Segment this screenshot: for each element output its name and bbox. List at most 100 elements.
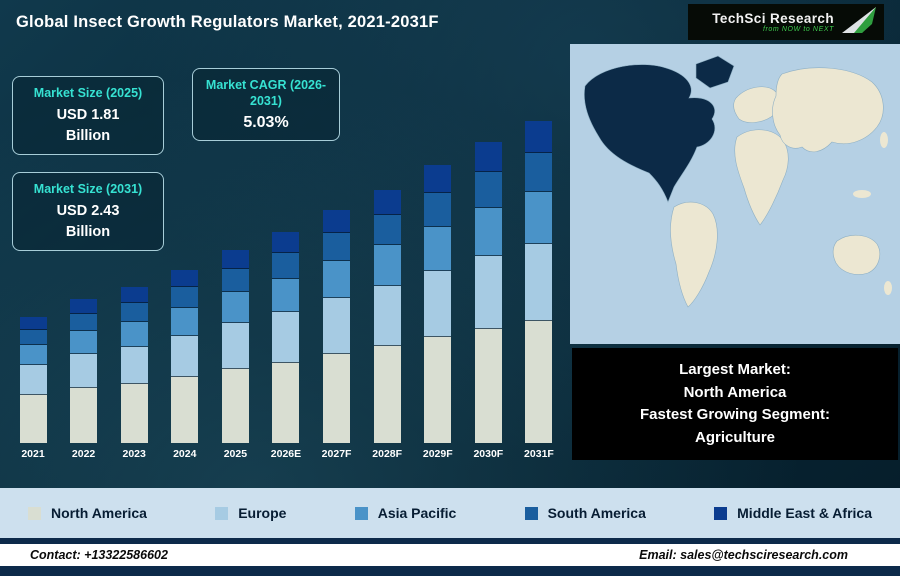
legend-swatch (215, 506, 229, 520)
bar-segment-asia-pacific (373, 245, 401, 286)
bar-segment-europe (323, 298, 351, 354)
bar-segment-south-america (120, 303, 148, 322)
bar-segment-middle-east-africa (474, 142, 502, 172)
bar-segment-europe (474, 256, 502, 329)
x-axis-label: 2024 (173, 448, 197, 460)
footer-bottom-bar (0, 566, 900, 576)
bar-segment-europe (70, 353, 98, 389)
bar-segment-asia-pacific (120, 322, 148, 347)
email-text: Email: sales@techsciresearch.com (639, 548, 848, 562)
footer-contact-bar: Contact: +13322586602 Email: sales@techs… (0, 544, 900, 566)
info-box-value: USD 1.81 (56, 107, 120, 124)
legend-item-europe: Europe (215, 505, 286, 521)
info-box-value-unit: Billion (65, 223, 111, 240)
bar-segment-middle-east-africa (171, 270, 199, 287)
legend-label: South America (547, 505, 646, 521)
bar-segment-north-america (70, 388, 98, 443)
bar-stack (323, 210, 351, 443)
info-box-heading: Market CAGR (2026-2031) (205, 78, 327, 109)
bar-segment-north-america (323, 354, 351, 443)
info-box-market-cagr: Market CAGR (2026-2031) 5.03% (192, 68, 340, 141)
bar-segment-europe (171, 336, 199, 377)
footer-top-bar (0, 538, 900, 544)
bar-segment-south-america (272, 253, 300, 279)
bar-chart: Market Size (2025) USD 1.81 Billion Mark… (0, 44, 570, 488)
x-axis-label: 2023 (122, 448, 146, 460)
bar-stack (19, 316, 47, 443)
region-greenland (695, 55, 735, 89)
bar-segment-europe (424, 270, 452, 338)
x-axis-label: 2028F (372, 448, 403, 460)
bar-segment-europe (19, 365, 47, 395)
bar-group-2029F: 2029F (415, 165, 461, 460)
bar-segment-middle-east-africa (221, 250, 249, 269)
legend-label: Asia Pacific (377, 505, 457, 521)
world-map (570, 44, 900, 344)
region-island-japan (880, 132, 888, 148)
bar-segment-middle-east-africa (120, 287, 148, 303)
legend-swatch (714, 506, 728, 520)
contact-text: Contact: +13322586602 (30, 548, 168, 562)
bar-stack (373, 189, 401, 443)
bar-stack (424, 165, 452, 443)
bar-segment-asia-pacific (19, 345, 47, 365)
bar-series-area: 2021 2022 2023 2024 2025 2026E 2027F 2028F 2029F… (10, 112, 562, 460)
arrow-icon (842, 6, 876, 38)
bar-segment-north-america (120, 384, 148, 443)
info-box-value: USD 2.43 (56, 203, 120, 220)
bar-segment-europe (221, 323, 249, 369)
footer: Contact: +13322586602 Email: sales@techs… (0, 538, 900, 576)
legend-item-asia-pacific: Asia Pacific (354, 505, 457, 521)
bar-segment-asia-pacific (272, 279, 300, 312)
map-note: Largest Market: North America Fastest Gr… (572, 348, 898, 460)
bar-segment-asia-pacific (474, 208, 502, 256)
x-axis-label: 2031F (524, 448, 554, 460)
bar-stack (221, 250, 249, 443)
bar-stack (171, 269, 199, 443)
bar-group-2021: 2021 (10, 316, 56, 460)
info-box-market-size-2025: Market Size (2025) USD 1.81 Billion (12, 76, 164, 155)
bar-segment-south-america (323, 233, 351, 261)
bar-stack (474, 142, 502, 443)
map-note-line: Fastest Growing Segment: (639, 406, 831, 423)
info-box-heading: Market Size (2031) (33, 182, 143, 196)
page-title: Global Insect Growth Regulators Market, … (16, 12, 439, 31)
region-asia (772, 67, 884, 153)
bar-segment-south-america (373, 215, 401, 245)
bar-segment-middle-east-africa (373, 190, 401, 215)
bar-segment-south-america (19, 330, 47, 345)
bar-segment-north-america (373, 346, 401, 443)
legend-label: North America (51, 505, 147, 521)
region-north-america (584, 64, 716, 203)
bar-segment-north-america (525, 321, 553, 443)
bar-segment-middle-east-africa (525, 121, 553, 153)
header: Global Insect Growth Regulators Market, … (0, 0, 900, 44)
region-europe (733, 86, 780, 123)
bar-segment-north-america (272, 363, 300, 443)
bar-segment-middle-east-africa (424, 165, 452, 193)
legend-swatch (524, 506, 538, 520)
bar-group-2022: 2022 (61, 298, 107, 460)
bar-segment-europe (272, 312, 300, 363)
info-box-value-unit: Billion (65, 127, 111, 144)
bar-segment-south-america (424, 192, 452, 227)
region-south-america (670, 201, 718, 308)
bar-segment-middle-east-africa (70, 298, 98, 314)
bar-stack (120, 286, 148, 443)
info-box-market-size-2031: Market Size (2031) USD 2.43 Billion (12, 172, 164, 251)
bar-group-2028F: 2028F (364, 189, 410, 460)
brand-tagline: from NOW to NEXT (762, 26, 834, 33)
bar-segment-europe (120, 347, 148, 384)
bar-stack (525, 121, 553, 443)
region-africa (734, 129, 789, 226)
bar-group-2026E: 2026E (263, 231, 309, 460)
legend-item-north-america: North America (28, 505, 147, 521)
bar-group-2023: 2023 (111, 286, 157, 460)
bar-segment-south-america (70, 313, 98, 331)
main-area: Market Size (2025) USD 1.81 Billion Mark… (0, 44, 900, 488)
bar-group-2031F: 2031F (516, 121, 562, 460)
bar-segment-europe (525, 244, 553, 321)
legend: North America Europe Asia Pacific South Ame… (0, 488, 900, 538)
x-axis-label: 2029F (422, 448, 453, 460)
